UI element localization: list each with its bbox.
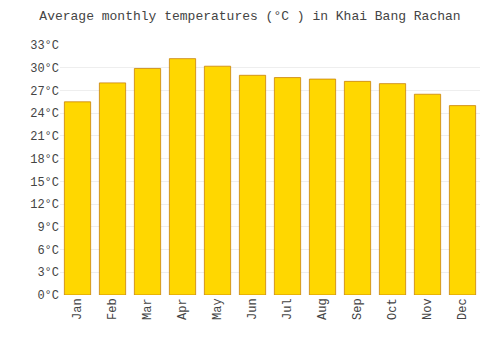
svg-text:Dec: Dec (456, 298, 470, 320)
svg-text:0°C: 0°C (37, 289, 59, 303)
svg-text:Nov: Nov (421, 298, 435, 320)
svg-text:3°C: 3°C (37, 266, 59, 280)
svg-text:Feb: Feb (106, 298, 120, 320)
svg-text:Mar: Mar (141, 298, 155, 320)
svg-text:Jul: Jul (281, 298, 295, 320)
svg-text:15°C: 15°C (30, 176, 59, 190)
svg-text:Jan: Jan (71, 298, 85, 320)
svg-text:12°C: 12°C (30, 198, 59, 212)
svg-text:24°C: 24°C (30, 107, 59, 121)
svg-text:May: May (211, 298, 225, 320)
svg-text:Aug: Aug (316, 298, 330, 320)
svg-text:Average monthly temperatures (: Average monthly temperatures (°C ) in Kh… (39, 9, 460, 24)
svg-text:6°C: 6°C (37, 244, 59, 258)
svg-text:27°C: 27°C (30, 85, 59, 99)
svg-text:Sep: Sep (351, 298, 365, 320)
svg-text:21°C: 21°C (30, 130, 59, 144)
svg-text:30°C: 30°C (30, 62, 59, 76)
svg-text:18°C: 18°C (30, 153, 59, 167)
svg-text:Apr: Apr (176, 298, 190, 320)
svg-text:9°C: 9°C (37, 221, 59, 235)
svg-text:Jun: Jun (246, 298, 260, 320)
svg-text:Oct: Oct (386, 298, 400, 320)
svg-text:33°C: 33°C (30, 39, 59, 53)
